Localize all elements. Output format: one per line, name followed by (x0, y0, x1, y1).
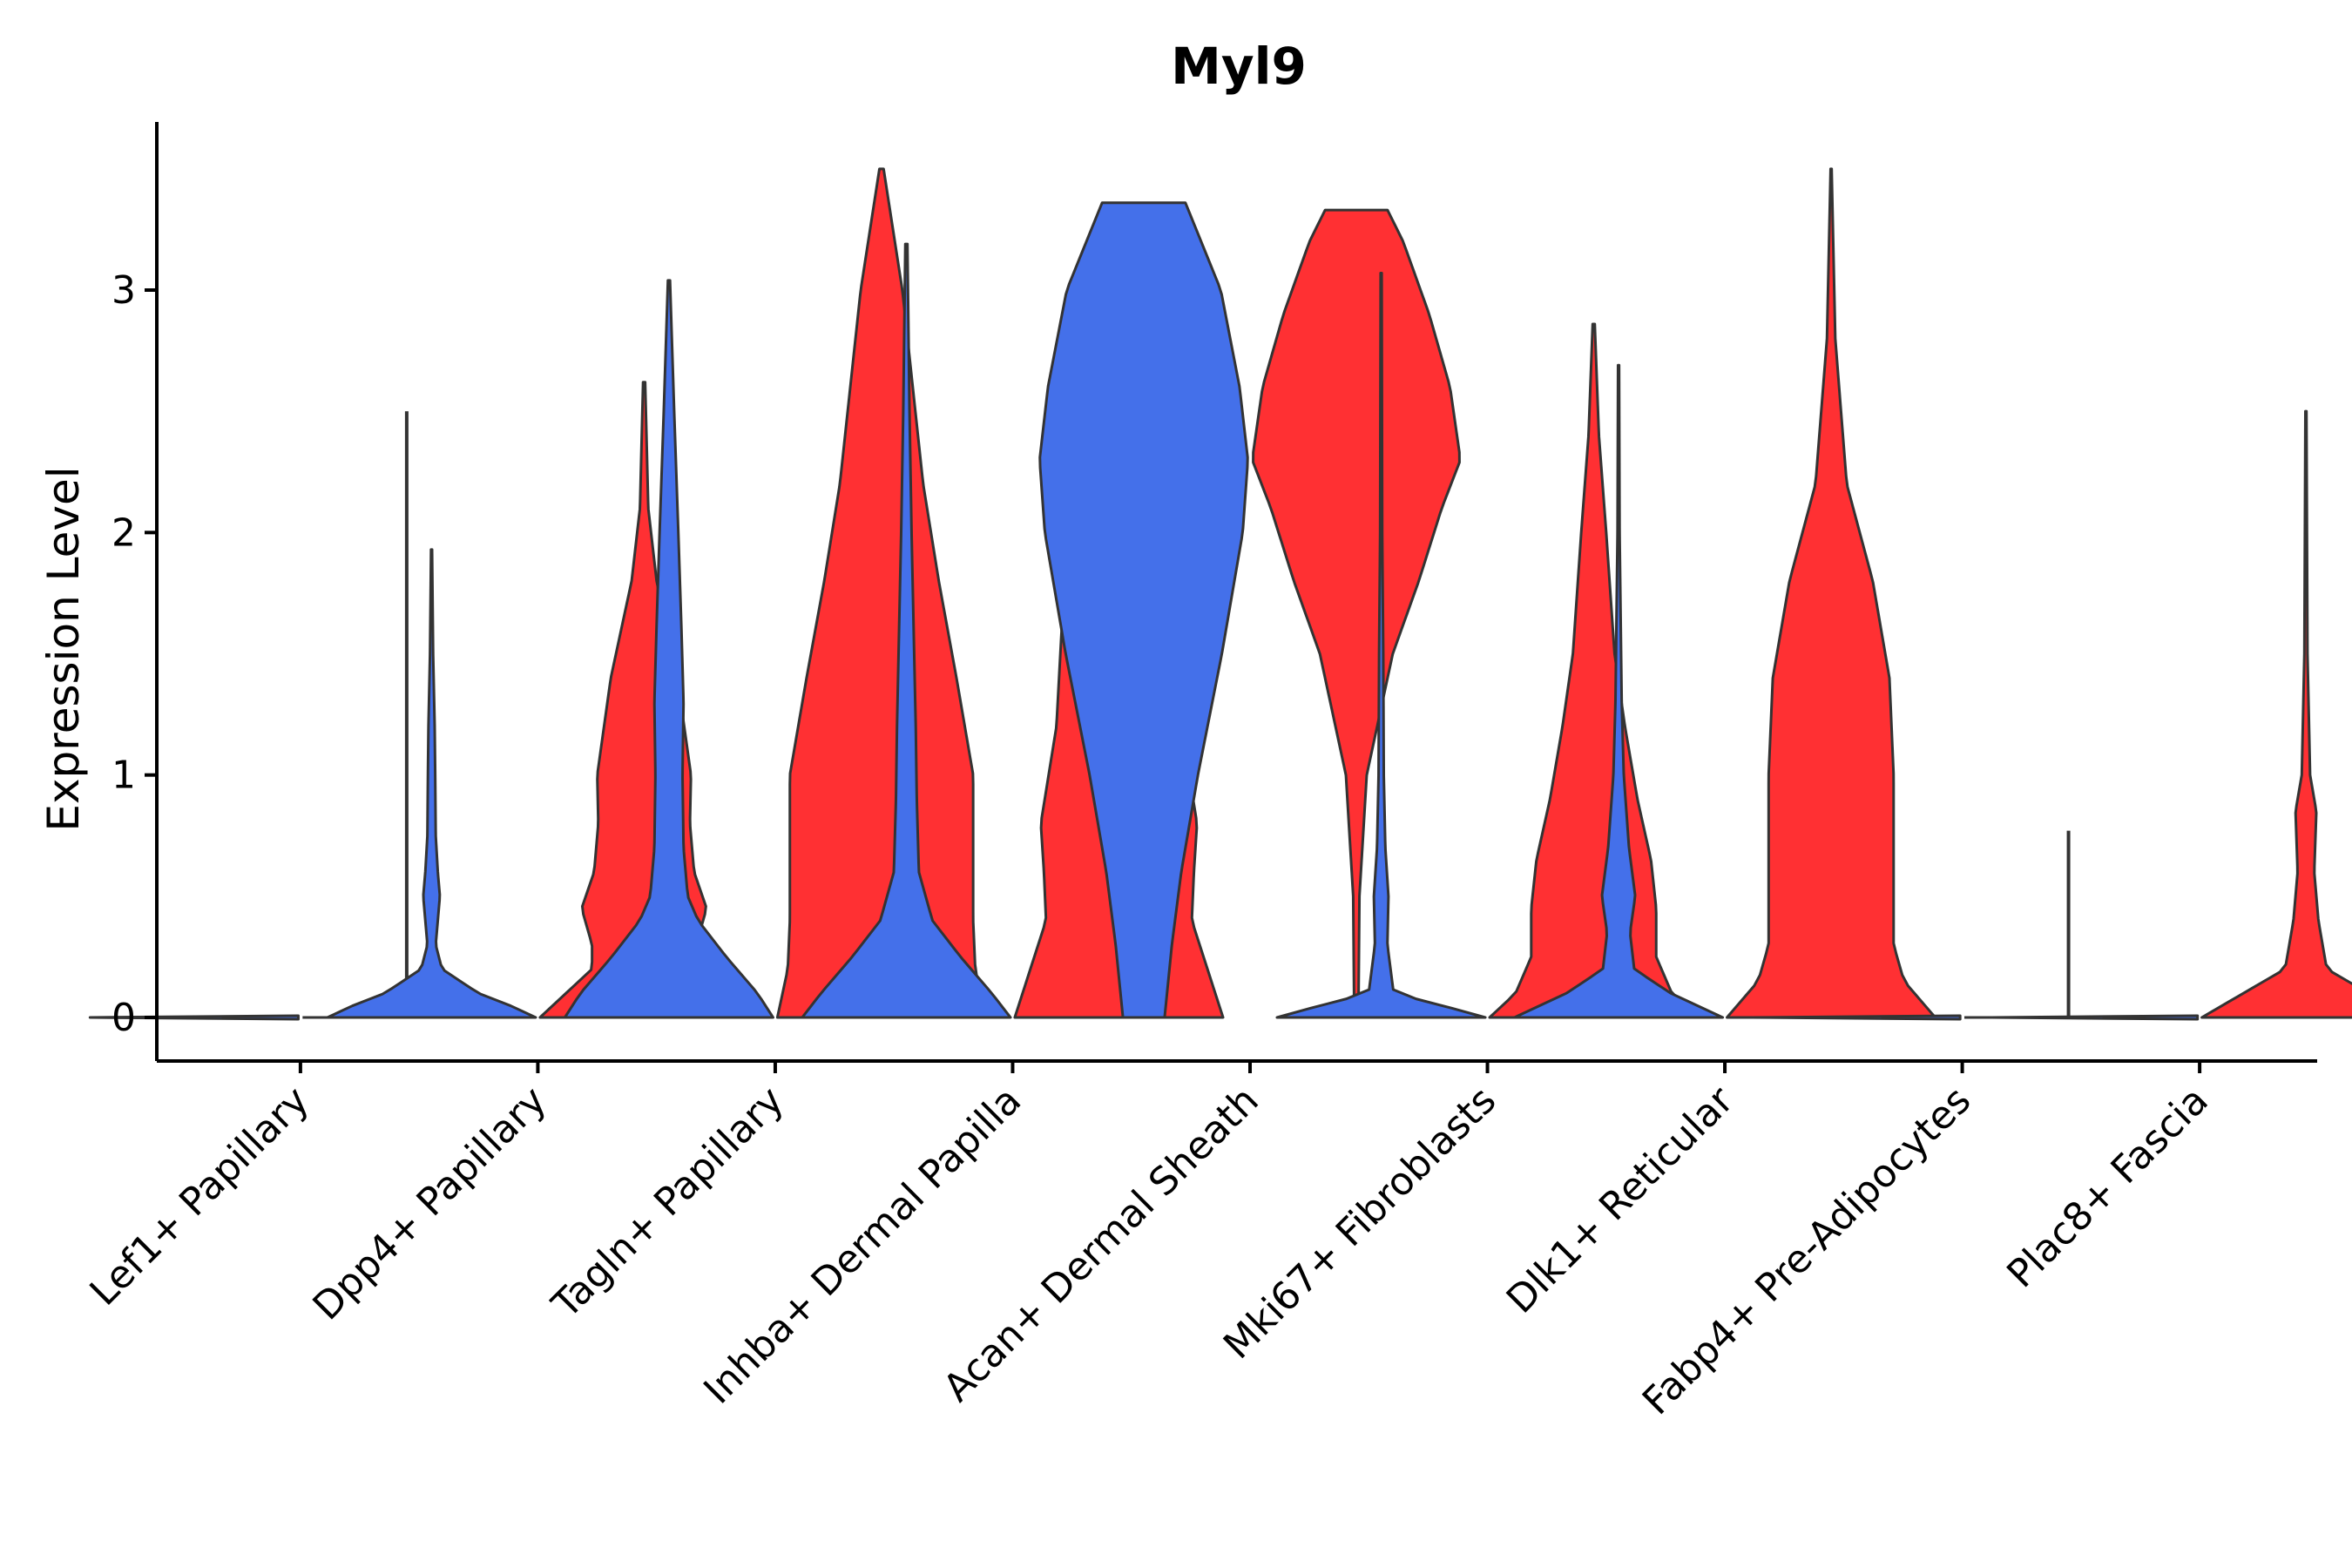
violin-group1-5 (1275, 272, 1487, 1019)
x-tick-label: Plac8+ Fascia (1998, 1078, 2217, 1297)
y-tick-label: 3 (112, 268, 136, 313)
x-tick-label: Tagln+ Papillary (544, 1078, 793, 1328)
y-tick-label: 0 (112, 996, 136, 1040)
x-tick-label: Lef1+ Papillary (82, 1078, 318, 1315)
violin-group1-8 (1988, 1014, 2200, 1021)
x-tick-label: Mki67+ Fibroblasts (1215, 1078, 1504, 1368)
violin-group1-7 (1750, 1014, 1962, 1021)
violin-group2-8 (2200, 409, 2352, 1019)
violin-group2-2 (775, 167, 988, 1019)
violin-group1-1 (326, 548, 537, 1019)
x-tick-label: Dpp4+ Papillary (305, 1078, 556, 1329)
x-tick-label: Dlk1+ Reticular (1498, 1078, 1743, 1322)
violin-group1-2 (563, 279, 775, 1019)
violin-group2-6 (1725, 167, 1937, 1019)
chart-title: Myl9 (1171, 37, 1307, 96)
violin-group2-5 (1488, 322, 1700, 1019)
violin-group1-6 (1512, 363, 1725, 1019)
violin-group1-0 (88, 1014, 300, 1021)
violin-group1-3 (801, 242, 1012, 1019)
y-tick-label: 1 (112, 754, 136, 798)
y-tick-label: 2 (112, 510, 136, 555)
y-axis-label: Expression Level (38, 466, 89, 831)
violins-layer (88, 167, 2352, 1021)
violin-group2-4 (1252, 208, 1461, 1019)
violin-group1-4 (1038, 201, 1249, 1019)
violin-group2-1 (538, 381, 750, 1019)
